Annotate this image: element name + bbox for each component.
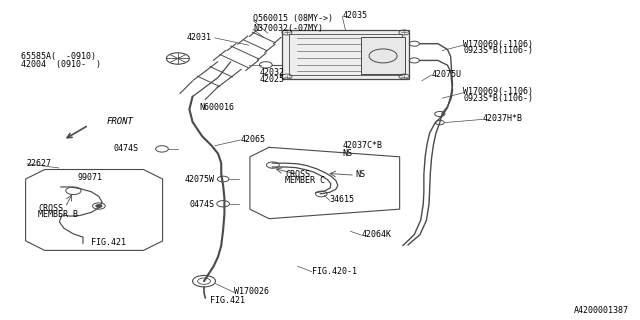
Text: 42004  (0910-  ): 42004 (0910- ) (20, 60, 100, 69)
Text: 0474S: 0474S (113, 144, 138, 153)
Text: FIG.421: FIG.421 (211, 296, 245, 305)
Text: MEMBER B: MEMBER B (38, 210, 78, 219)
Text: 22627: 22627 (27, 159, 52, 168)
Text: 42032: 42032 (259, 68, 284, 77)
Text: FRONT: FRONT (106, 117, 133, 126)
Text: W170069(-1106): W170069(-1106) (463, 87, 533, 96)
Text: 0923S*B(1106-): 0923S*B(1106-) (463, 94, 533, 103)
Text: NS: NS (342, 149, 352, 158)
Bar (282, 30, 409, 79)
Text: A4200001387: A4200001387 (574, 306, 629, 315)
Text: 34615: 34615 (330, 195, 355, 204)
Text: 42064K: 42064K (362, 230, 392, 239)
Text: W170069(-1106): W170069(-1106) (463, 40, 533, 49)
Text: 65585A(  -0910): 65585A( -0910) (20, 52, 95, 61)
Text: CROSS: CROSS (285, 170, 310, 179)
Text: 42035: 42035 (342, 11, 367, 20)
Text: FIG.420-1: FIG.420-1 (312, 267, 356, 276)
Text: N370032(-07MY): N370032(-07MY) (253, 24, 323, 33)
Text: NS: NS (355, 170, 365, 179)
Text: 0474S: 0474S (190, 200, 215, 209)
Text: Q560015 (08MY->): Q560015 (08MY->) (253, 14, 333, 23)
Text: W170026: W170026 (234, 287, 269, 296)
Bar (289, 34, 401, 75)
Text: 0923S*B(1106-): 0923S*B(1106-) (463, 46, 533, 55)
Text: 42037H*B: 42037H*B (483, 114, 522, 123)
Text: 42037C*B: 42037C*B (342, 141, 382, 150)
Circle shape (96, 204, 102, 208)
Text: FIG.421: FIG.421 (91, 238, 125, 247)
Text: N600016: N600016 (199, 103, 234, 112)
Text: MEMBER C: MEMBER C (285, 176, 325, 185)
Text: 42075U: 42075U (431, 70, 461, 79)
Bar (361, 37, 405, 74)
Text: 42075W: 42075W (185, 174, 215, 184)
Text: CROSS: CROSS (38, 204, 63, 213)
Text: 42025: 42025 (259, 75, 284, 84)
Text: 42031: 42031 (187, 33, 212, 42)
Text: 42065: 42065 (241, 135, 266, 144)
Text: 99071: 99071 (78, 173, 103, 182)
